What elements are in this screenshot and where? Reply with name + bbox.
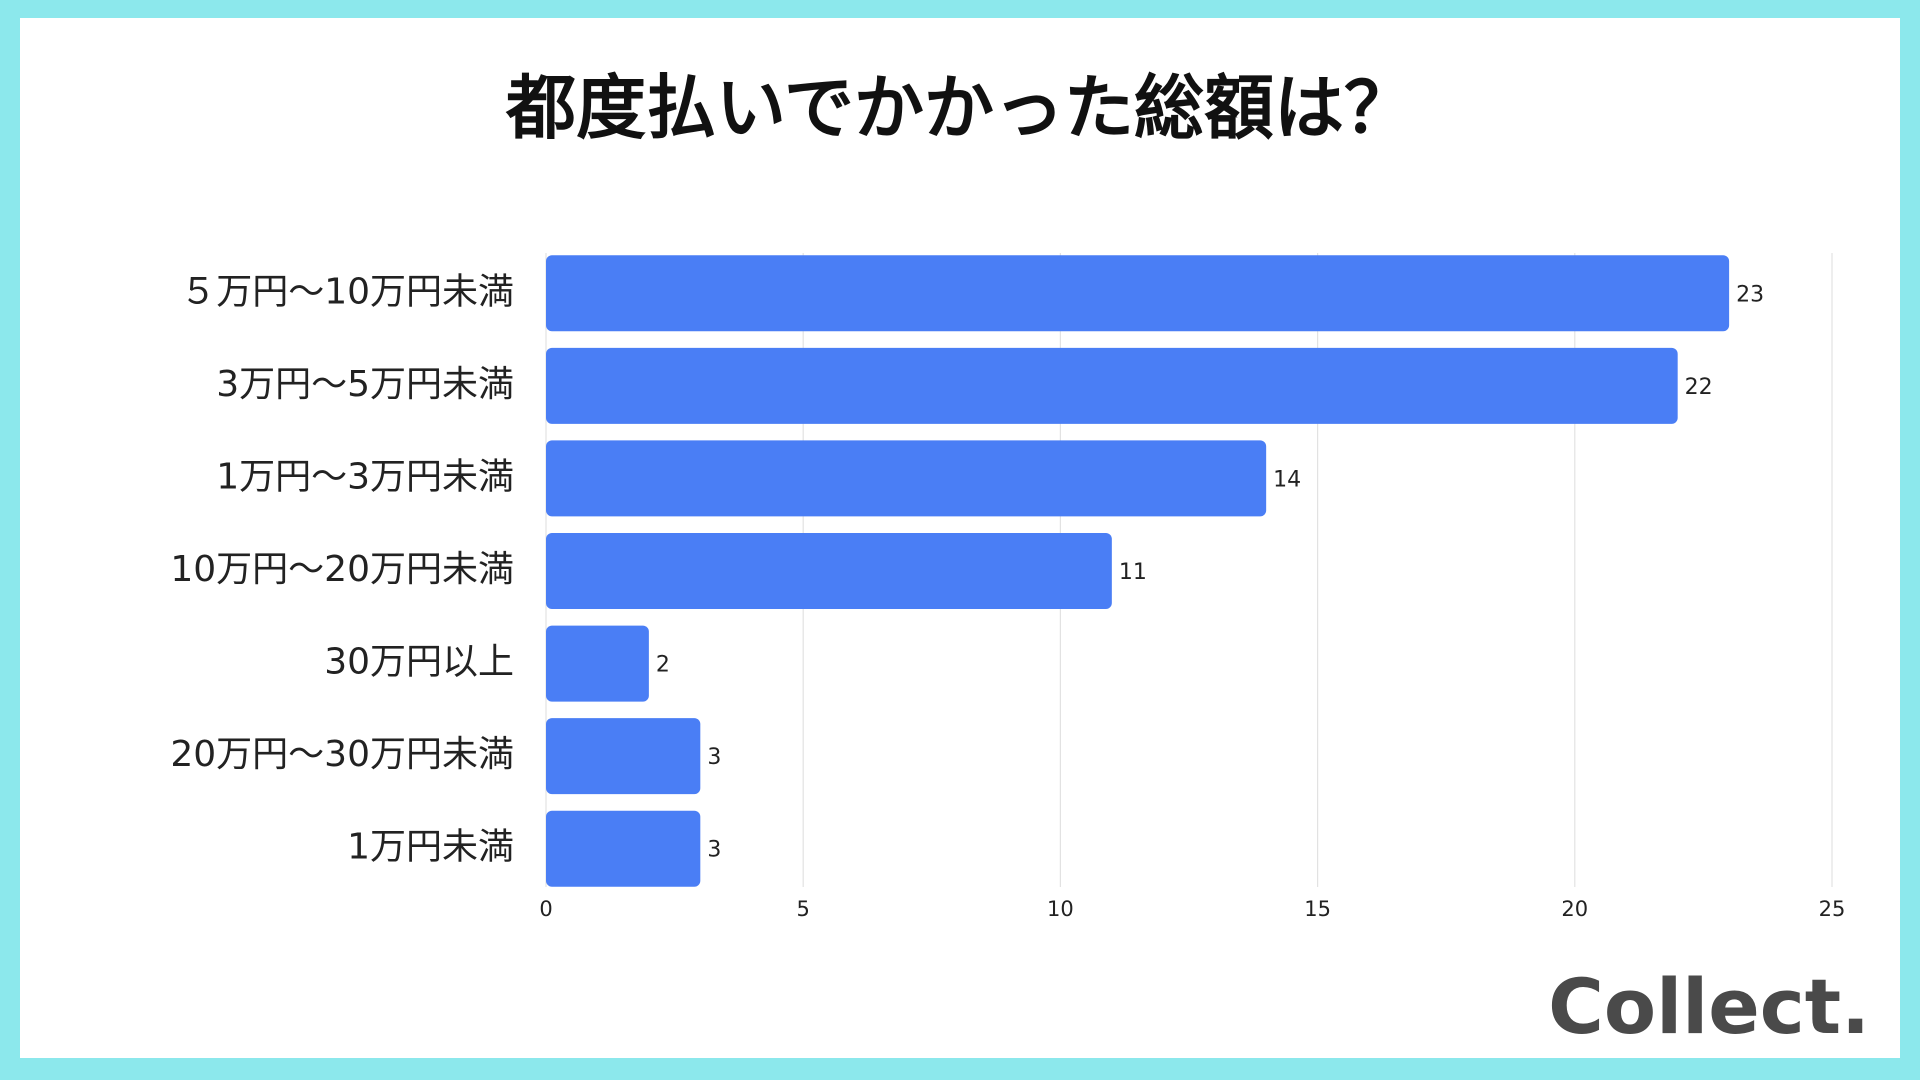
value-label: 2 (656, 653, 670, 678)
value-label: 3 (707, 745, 721, 770)
bar (546, 810, 701, 887)
y-tick-label: 30万円以上 (324, 642, 514, 683)
bar (546, 625, 649, 702)
x-tick-label: 20 (1561, 897, 1588, 921)
value-label: 23 (1736, 282, 1764, 307)
value-label: 11 (1119, 560, 1147, 585)
y-tick-label: 1万円未満 (347, 827, 514, 868)
y-tick-label: 20万円〜30万円未満 (170, 734, 514, 775)
x-tick-label: 0 (539, 897, 552, 921)
bar (546, 440, 1267, 517)
value-label: 22 (1685, 375, 1713, 400)
bar (546, 255, 1730, 332)
logo: Collect. (1548, 962, 1870, 1051)
y-tick-label: 1万円〜3万円未満 (216, 456, 514, 497)
x-tick-label: 15 (1304, 897, 1331, 921)
bar (546, 533, 1112, 609)
chart-title: 都度払いでかかった総額は？ (505, 67, 1414, 149)
value-label: 14 (1273, 467, 1301, 492)
x-tick-label: 10 (1047, 897, 1074, 921)
bar (546, 347, 1678, 424)
bar (546, 718, 701, 795)
value-label: 3 (707, 838, 721, 863)
y-tick-label: ５万円〜10万円未満 (180, 271, 514, 312)
y-tick-label: 10万円〜20万円未満 (170, 549, 514, 590)
x-tick-label: 5 (797, 897, 810, 921)
y-tick-label: 3万円〜5万円未満 (216, 364, 514, 405)
x-tick-label: 25 (1819, 897, 1846, 921)
